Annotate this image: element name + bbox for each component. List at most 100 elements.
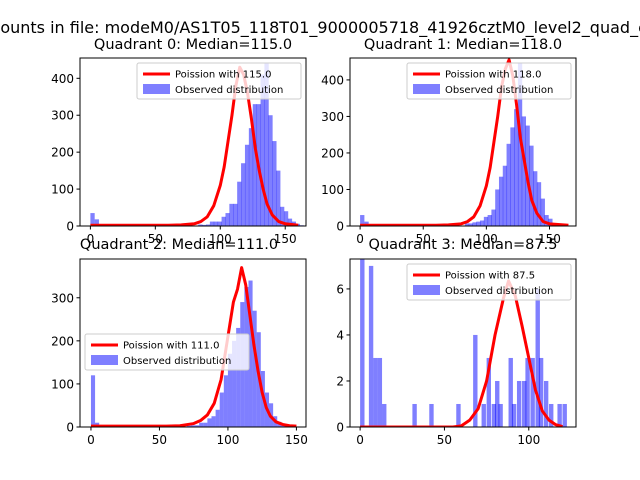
quadrant-1-histogram-bar <box>521 116 527 226</box>
quadrant-2-y-tick-label: 200 <box>51 334 74 348</box>
quadrant-1-histogram-bar <box>533 171 538 226</box>
quadrant-0-legend-box <box>136 62 302 100</box>
quadrant-2-y-tick-label: 100 <box>51 377 74 391</box>
quadrant-0-histogram-bar <box>283 211 289 226</box>
quadrant-3-histogram-bar <box>538 357 544 427</box>
quadrant-1-histogram-bar <box>536 182 542 226</box>
quadrant-2-histogram-bar <box>236 327 241 427</box>
quadrant-0-histogram-bar <box>241 163 246 226</box>
quadrant-0-histogram-bar <box>252 104 258 226</box>
quadrant-0-histogram-bar <box>280 206 285 226</box>
quadrant-0-histogram-bar <box>205 224 211 226</box>
quadrant-2-histogram-bar <box>227 353 233 427</box>
quadrant-3-y-tick-label: 2 <box>336 374 344 388</box>
quadrant-2-axes-frame <box>79 258 307 428</box>
quadrant-3-x-tick-label: 50 <box>437 433 452 447</box>
quadrant-1-legend-label-observed: Observed distribution <box>445 85 553 96</box>
quadrant-3-y-tick-label: 0 <box>336 421 344 435</box>
quadrant-3-histogram-bar <box>360 259 365 427</box>
quadrant-1-histogram-bar <box>491 209 496 226</box>
quadrant-2-histogram-bar <box>248 280 253 427</box>
quadrant-2-legend-label-observed: Observed distribution <box>123 356 231 367</box>
quadrant-3-histogram-bar <box>473 334 478 427</box>
quadrant-1-histogram-bar <box>544 215 549 226</box>
quadrant-3-plot-area <box>360 259 567 427</box>
quadrant-0-histogram-bar <box>248 128 254 226</box>
quadrant-1-legend-label-poisson: Poission with 118.0 <box>445 70 541 81</box>
quadrant-2-histogram-bar <box>190 425 196 427</box>
quadrant-0-histogram-bar <box>221 216 226 226</box>
quadrant-0-histogram-bar <box>244 144 250 226</box>
quadrant-1-histogram-bar <box>506 143 511 226</box>
quadrant-3-histogram-bar <box>456 403 461 427</box>
quadrant-0-y-tick-label: 0 <box>66 220 74 234</box>
quadrant-0-axes: 0 50 100 150 0 100 200 300 400 Poission with 115.… <box>51 37 307 246</box>
quadrant-0-histogram-bar <box>202 224 207 226</box>
quadrant-2-histogram-bar <box>90 375 96 427</box>
quadrant-1-x-tick-label: 100 <box>475 232 498 246</box>
quadrant-0-legend-label-observed: Observed distribution <box>175 85 283 96</box>
quadrant-2-y-tick-label: 0 <box>66 421 74 435</box>
quadrant-2-axes: 0 50 100 150 0 100 200 300 Poission with 111.0 Ob… <box>51 237 308 447</box>
quadrant-3-legend-bar-swatch <box>413 285 440 295</box>
quadrant-3-title: Quadrant 3: Median=87.5 <box>369 237 558 253</box>
quadrant-0-x-tick-label: 100 <box>209 232 232 246</box>
quadrant-1-histogram-bar <box>360 215 365 226</box>
quadrant-0-histogram-bar <box>264 63 269 226</box>
quadrant-1-y-tick-label: 0 <box>336 220 344 234</box>
quadrant-0-x-tick-label: 50 <box>148 232 163 246</box>
quadrant-0-histogram-bar <box>213 221 219 226</box>
quadrant-0-histogram-bar <box>272 141 277 226</box>
quadrant-3-y-tick-label: 6 <box>336 282 344 296</box>
quadrant-3-histogram-bar <box>522 380 527 427</box>
quadrant-2-y-tick-label: 300 <box>51 291 74 305</box>
quadrant-3-x-tick-label: 100 <box>517 433 540 447</box>
quadrant-3-histogram-bar <box>412 403 417 427</box>
quadrant-3-legend-box <box>406 263 572 301</box>
quadrant-0-legend-label-poisson: Poission with 115.0 <box>175 70 271 81</box>
quadrant-3-histogram-bar <box>382 403 387 427</box>
quadrant-2-legend-box <box>84 333 250 371</box>
quadrant-3-histogram-bar <box>530 357 535 427</box>
quadrant-1-y-tick-label: 300 <box>321 110 344 124</box>
quadrant-2-x-tick-label: 50 <box>152 433 167 447</box>
quadrant-1-legend-bar-swatch <box>413 84 440 94</box>
quadrant-2-histogram-bar <box>207 418 212 427</box>
quadrant-2-title: Quadrant 2: Median=111.0 <box>80 237 278 253</box>
quadrant-0-histogram-bar <box>268 115 273 226</box>
quadrant-0-y-tick-label: 200 <box>51 146 74 160</box>
quadrant-2-x-tick-label: 150 <box>285 433 308 447</box>
quadrant-3-histogram-bar <box>508 357 513 427</box>
quadrant-0-axes-frame <box>79 57 307 227</box>
quadrant-1-histogram-bar <box>464 223 470 226</box>
quadrant-3-histogram-bar <box>535 288 540 427</box>
quadrant-1-histogram-bar <box>472 222 477 226</box>
quadrant-2-histogram-bar <box>195 425 200 427</box>
quadrant-1-title: Quadrant 1: Median=118.0 <box>364 37 562 53</box>
quadrant-1-histogram-bar <box>540 198 545 226</box>
quadrant-2-histogram-bar <box>223 375 228 427</box>
quadrant-0-title: Quadrant 0: Median=115.0 <box>94 37 292 53</box>
quadrant-3-histogram-bar <box>543 380 549 427</box>
quadrant-0-y-tick-label: 400 <box>51 72 74 86</box>
quadrant-0-legend: Poission with 115.0 Observed distribution <box>136 62 302 100</box>
quadrant-0-histogram-bar <box>225 213 230 226</box>
quadrant-0-y-tick-label: 300 <box>51 109 74 123</box>
quadrant-1-y-tick-label: 100 <box>321 183 344 197</box>
quadrant-1-x-tick-label: 50 <box>416 232 431 246</box>
quadrant-3-histogram-bar <box>368 265 374 427</box>
quadrant-1-histogram-bar <box>548 218 553 226</box>
quadrant-0-histogram-bar <box>94 219 99 226</box>
quadrant-3-histogram-bar <box>377 357 383 427</box>
quadrant-0-histogram-bar <box>209 221 215 226</box>
quadrant-1-y-tick-label: 400 <box>321 73 344 87</box>
quadrant-1-histogram-bar <box>483 216 489 226</box>
quadrant-2-legend-bar-swatch <box>91 355 118 365</box>
quadrant-1-legend: Poission with 118.0 Observed distribution <box>406 62 572 100</box>
quadrant-1-histogram-bar <box>487 215 492 226</box>
quadrant-0-histogram-bar <box>260 74 265 226</box>
quadrant-1-histogram-bar <box>529 145 534 226</box>
quadrant-1-axes: 0 50 100 150 0 100 200 300 400 Poission with 118.… <box>321 37 577 246</box>
quadrant-1-histogram-bar <box>498 176 504 226</box>
